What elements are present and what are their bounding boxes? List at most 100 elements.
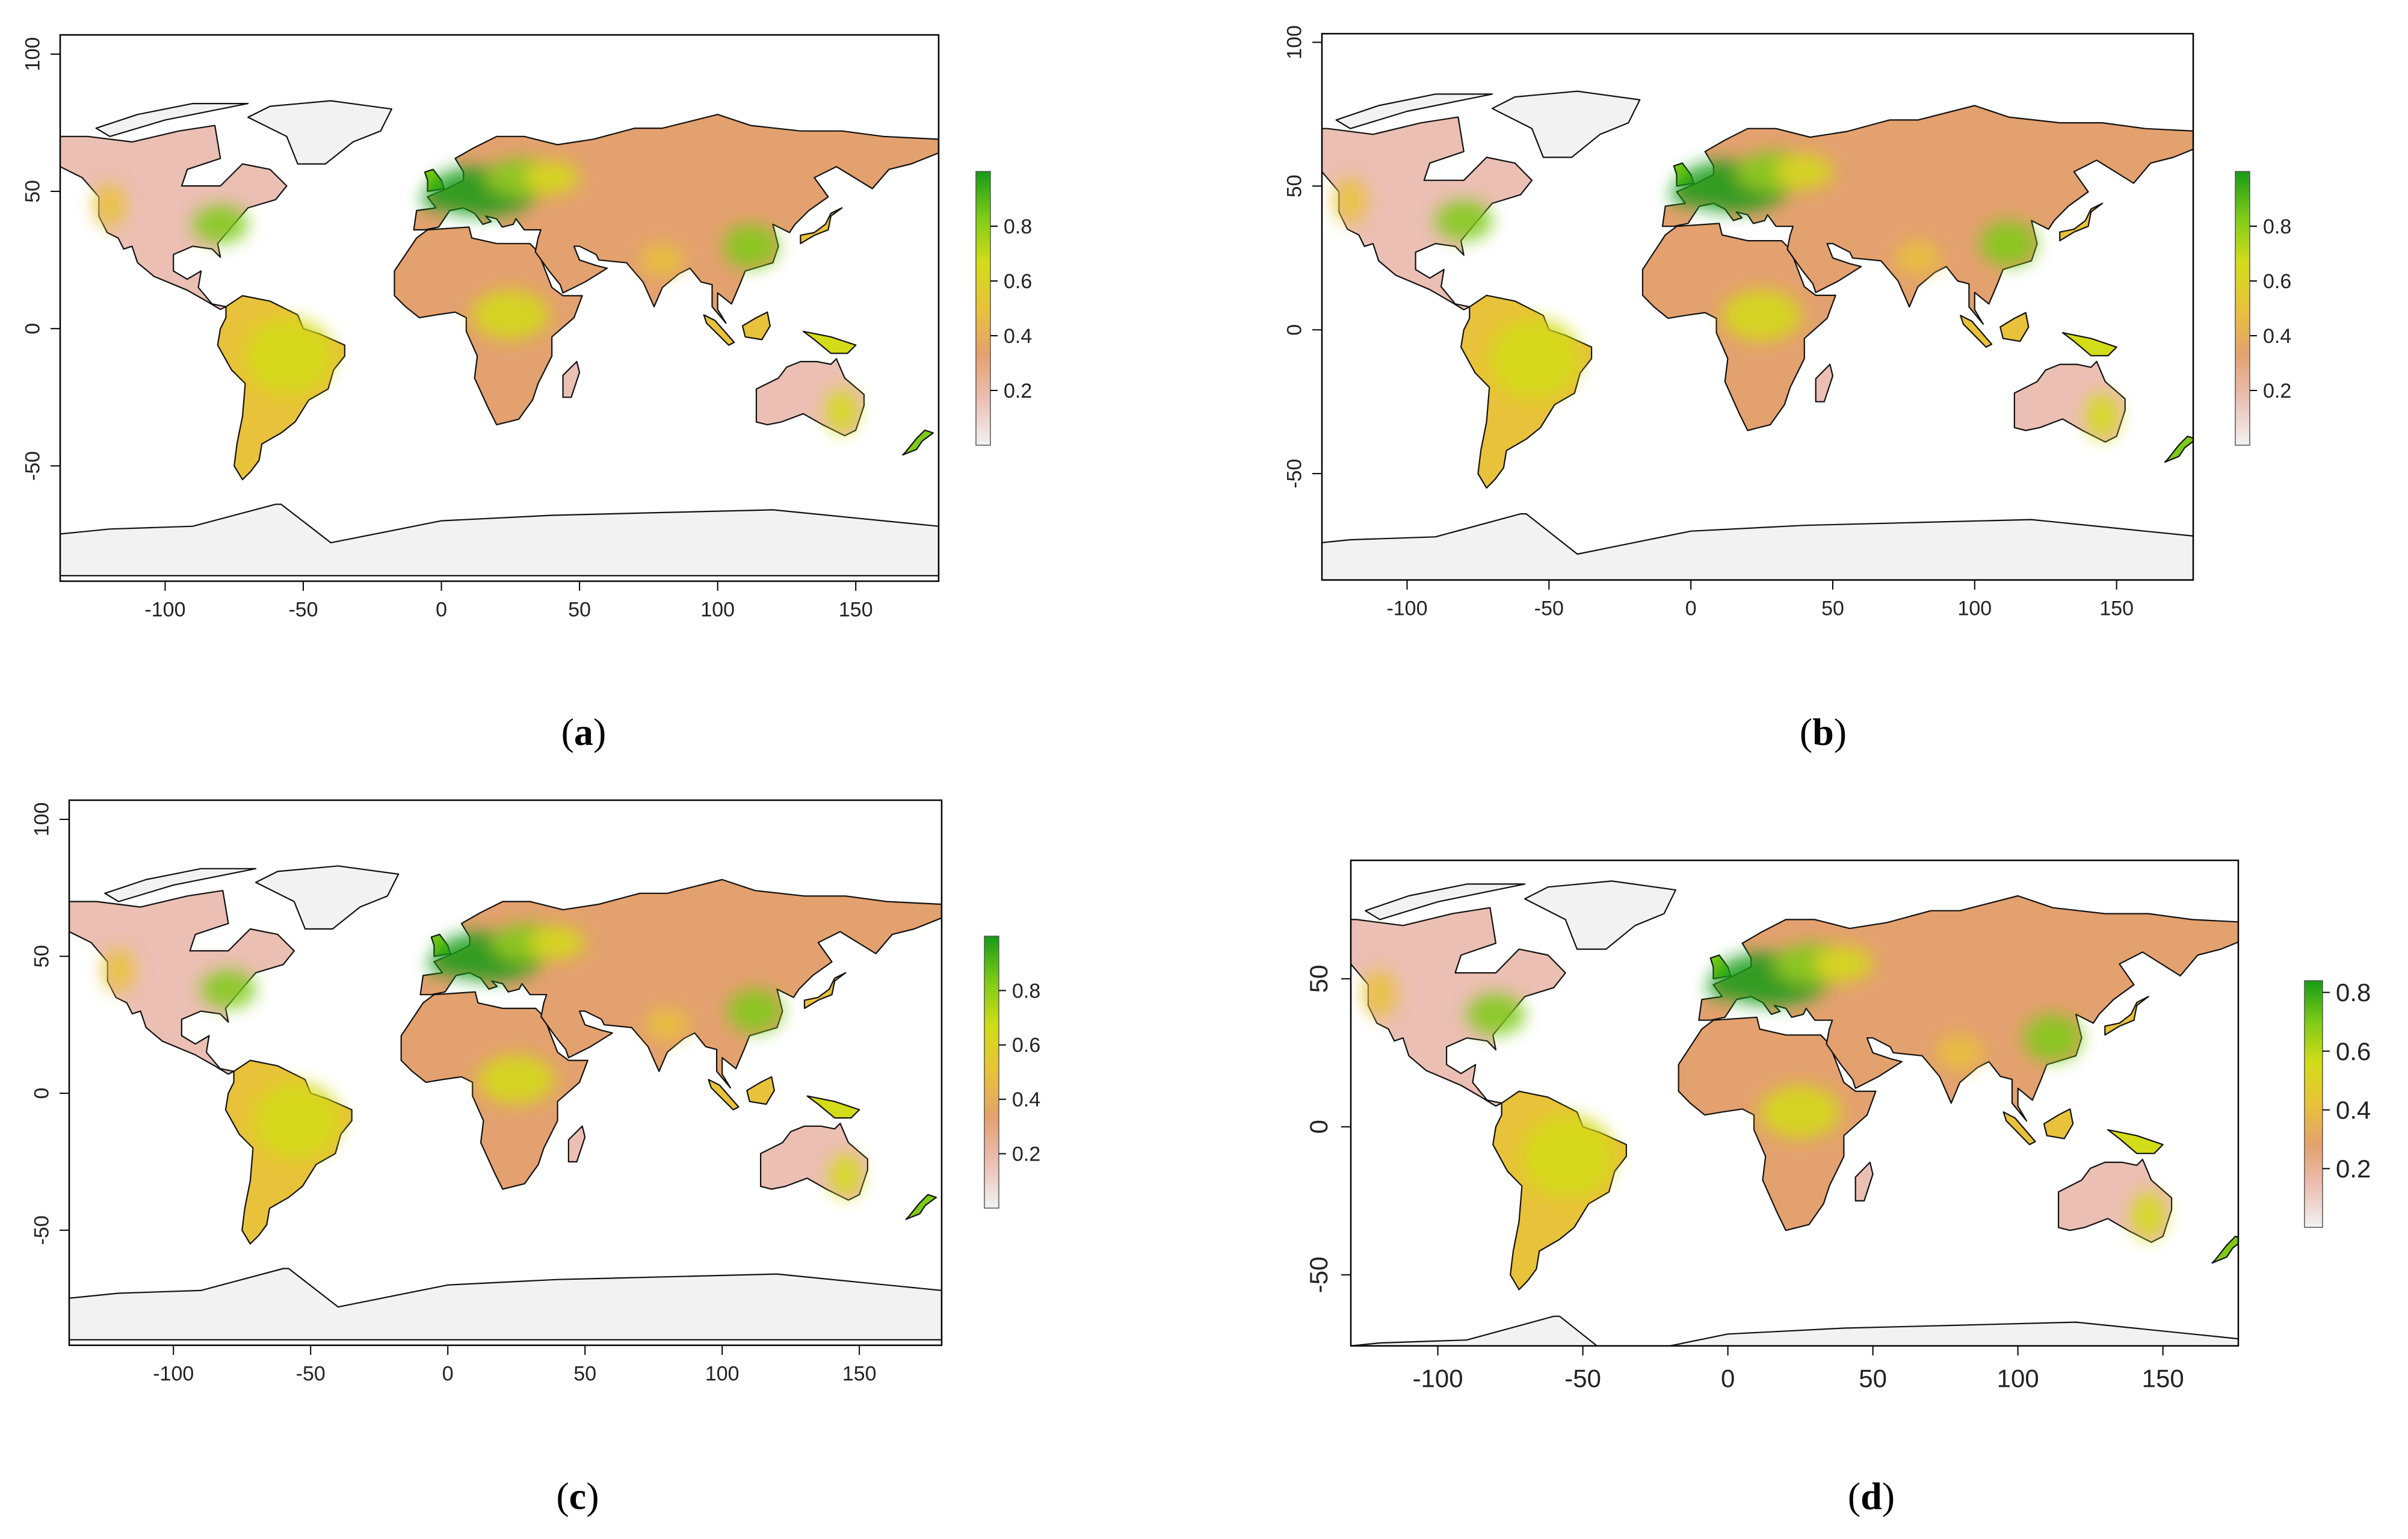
landmass-new-zealand [902, 429, 934, 456]
hotspot-8 [93, 183, 127, 227]
hotspot-8 [1362, 970, 1398, 1017]
x-tick-label: -50 [296, 1363, 326, 1386]
y-tick-label: -50 [30, 1215, 53, 1245]
landmass-antarctica [69, 1268, 942, 1340]
caption-letter-b: b [1812, 711, 1834, 753]
hotspot-8 [102, 948, 135, 992]
landmass-japan [800, 207, 843, 244]
landmass-sumatra [1960, 315, 1993, 348]
legend-tick-label: 0.4 [2336, 1096, 2371, 1124]
x-tick-label: 0 [442, 1363, 454, 1386]
landmass-greenland [255, 865, 400, 930]
y-tick-label: 100 [21, 37, 44, 72]
landmass-arctic-islands [95, 103, 249, 137]
landmass-greenland [247, 100, 392, 165]
legend-tick-label: 0.2 [2336, 1155, 2371, 1183]
hotspot-6 [428, 953, 456, 976]
landmass-antarctica [60, 504, 939, 576]
hotspot-6 [1671, 183, 1700, 206]
landmass-arctic-islands [104, 868, 257, 902]
legend-tick-label: 0.6 [2263, 270, 2291, 293]
y-tick-label: -50 [1304, 1257, 1333, 1294]
x-tick-label: 50 [568, 599, 591, 621]
hotspot-7 [2131, 1192, 2166, 1239]
legend-tick-label: 0.2 [2263, 380, 2291, 402]
caption-d: (d) [1847, 1475, 1895, 1517]
y-tick-label: 0 [21, 323, 44, 335]
x-tick-label: 150 [842, 1363, 877, 1386]
legend-colorbar [2235, 171, 2250, 446]
landmass-sumatra [2002, 1111, 2036, 1146]
hotspot-9 [1895, 241, 1941, 276]
hotspot-2 [200, 970, 256, 1009]
landmass-sumatra [703, 314, 735, 346]
y-tick-label: 0 [1304, 1120, 1333, 1133]
x-tick-label: -100 [153, 1363, 194, 1386]
hotspot-4 [253, 1082, 341, 1159]
landmass-madagascar [1854, 1161, 1874, 1201]
landmass-borneo [2043, 1108, 2074, 1140]
hotspot-5 [1759, 1085, 1841, 1139]
legend-tick-label: 0.6 [1012, 1034, 1040, 1057]
landmass-new-zealand [905, 1194, 937, 1220]
hotspot-9 [645, 1008, 690, 1041]
x-tick-label: 0 [1685, 597, 1697, 620]
x-tick-label: 100 [700, 599, 735, 621]
legend-tick-label: 0.4 [1004, 325, 1032, 348]
suitability-hotspots [1362, 943, 2166, 1239]
landmass-greenland [1524, 880, 1676, 950]
legend-tick-label: 0.6 [1004, 270, 1032, 293]
hotspot-5 [1722, 289, 1802, 342]
landmass-arctic-islands [1365, 883, 1526, 921]
legend-colorbar [2304, 980, 2323, 1228]
legend-tick-label: 0.4 [2263, 325, 2291, 348]
hotspot-10 [524, 161, 580, 194]
hotspot-7 [829, 1153, 862, 1198]
legend-tick-label: 0.2 [1004, 380, 1032, 402]
landmass-madagascar [562, 360, 581, 398]
landmass-new-zealand [2164, 436, 2193, 463]
landmass-new-guinea [2061, 332, 2117, 357]
landmass-new-guinea [2107, 1129, 2164, 1155]
hotspot-4 [1522, 1115, 1615, 1198]
hotspot-5 [472, 290, 549, 340]
legend-tick-label: 0.4 [1012, 1088, 1040, 1111]
legend-colorbar [984, 936, 999, 1209]
legend-tick-label: 0.8 [2263, 215, 2291, 238]
x-tick-label: 100 [1997, 1365, 2039, 1393]
map-panel-d: -100 -50 0 50 100 150 -50 0 50 0.2 0.4 0.6 0.8 [1203, 764, 2401, 1462]
hotspot-3 [727, 989, 783, 1033]
y-tick-label: 0 [30, 1088, 53, 1099]
landmass-sumatra [708, 1079, 739, 1111]
landmass-borneo [746, 1076, 775, 1105]
landmass-japan [2059, 202, 2104, 242]
hotspot-10 [530, 926, 585, 960]
legend-colorbar [975, 171, 991, 446]
x-tick-label: -50 [1534, 597, 1564, 620]
landmass-arctic-islands [1335, 93, 1493, 129]
hotspot-6 [422, 188, 450, 211]
hotspot-10 [1776, 154, 1833, 190]
x-tick-label: 0 [1721, 1365, 1735, 1393]
x-tick-label: -50 [288, 599, 318, 621]
caption-b: (b) [1799, 711, 1847, 753]
hotspot-2 [1466, 993, 1525, 1035]
hotspot-7 [825, 389, 859, 433]
x-tick-label: 50 [1821, 597, 1844, 620]
caption-letter-a: a [574, 711, 593, 753]
landmass-japan [803, 972, 847, 1010]
legend-tick-label: 0.8 [2336, 978, 2371, 1007]
legend-tick-label: 0.8 [1004, 215, 1032, 238]
suitability-hotspots [93, 158, 859, 433]
y-tick-label: 50 [1304, 964, 1333, 993]
legend-tick-label: 0.6 [2336, 1037, 2371, 1066]
map-plot-d: -100 -50 0 50 100 150 -50 0 50 0.2 0.4 0.6 0.8 [1304, 859, 2371, 1393]
y-tick-label: -50 [21, 451, 44, 481]
suitability-hotspots [102, 923, 862, 1198]
caption-letter-d: d [1860, 1475, 1882, 1517]
x-tick-label: 100 [705, 1363, 739, 1386]
y-tick-label: 0 [1283, 324, 1306, 336]
x-tick-label: 100 [1957, 597, 1992, 620]
hotspot-2 [1435, 200, 1492, 241]
y-tick-label: 100 [30, 803, 53, 837]
